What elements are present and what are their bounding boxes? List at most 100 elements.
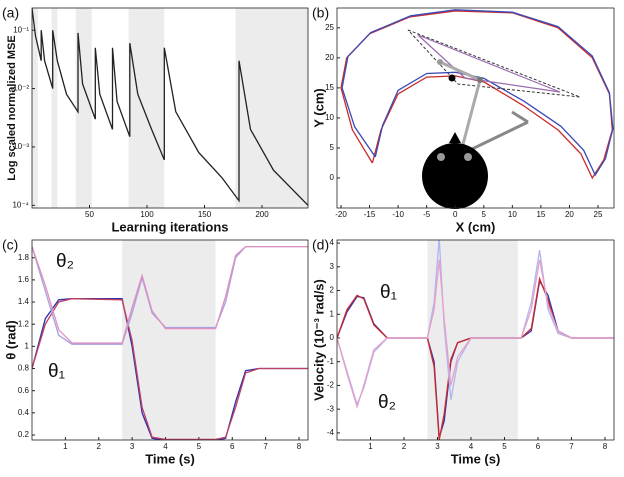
target-triangle	[417, 34, 561, 93]
head	[422, 143, 488, 209]
x-tick-label: 8	[603, 442, 608, 451]
series-name: θ₁	[380, 282, 397, 303]
x-tick-label: 20	[565, 210, 574, 219]
x-tick-label: 6	[536, 442, 541, 451]
arm-illustration	[407, 29, 581, 209]
x-tick-label: -5	[423, 210, 431, 219]
series-line	[337, 259, 614, 410]
series-line	[32, 245, 308, 344]
y-tick-label: 1	[330, 309, 335, 318]
x-tick-label: -10	[392, 210, 404, 219]
y-tick-label: 10	[325, 113, 334, 122]
nose	[449, 132, 461, 143]
plot-frame	[336, 239, 615, 441]
shaded-region	[51, 8, 58, 208]
upper-arm	[469, 120, 529, 152]
plot-lines	[337, 240, 614, 440]
x-axis-label: Time (s)	[451, 451, 501, 466]
x-tick-label: 1	[368, 442, 373, 451]
dashed-triangle	[407, 29, 581, 98]
target-dot	[448, 74, 456, 82]
y-tick-label: -3	[327, 404, 335, 413]
y-tick-label: 1.2	[18, 319, 30, 328]
eye	[464, 153, 472, 161]
x-axis-label: X (cm)	[456, 219, 496, 234]
shaded-region	[32, 8, 38, 208]
x-tick-label: 7	[263, 442, 268, 451]
x-tick-label: 10	[508, 210, 517, 219]
panel-label: (d)	[312, 237, 329, 253]
x-tick-label: 8	[297, 442, 302, 451]
x-tick-label: 4	[163, 442, 168, 451]
x-tick-label: -20	[335, 210, 347, 219]
plot-frame	[336, 7, 615, 209]
y-tick-label: 15	[325, 83, 334, 92]
shaded-region	[128, 8, 165, 208]
x-tick-label: 150	[198, 210, 212, 219]
y-axis-label: Log scaled normalized MSE	[6, 35, 18, 180]
x-tick-label: 2	[402, 442, 407, 451]
upper-arm-2	[460, 79, 482, 149]
x-tick-label: -15	[364, 210, 376, 219]
x-axis-label: Learning iterations	[111, 219, 228, 234]
y-tick-label: -2	[327, 381, 335, 390]
y-tick-label: 0.4	[18, 408, 30, 417]
plot-frame	[31, 7, 309, 209]
series-name: θ₂	[378, 392, 396, 413]
y-tick-label: 0	[330, 173, 335, 182]
x-tick-label: 3	[130, 442, 135, 451]
y-tick-label: -4	[327, 428, 335, 437]
y-tick-label: 0.6	[18, 386, 30, 395]
shaded-region	[122, 240, 216, 440]
joint	[437, 59, 443, 65]
x-tick-label: 100	[140, 210, 154, 219]
forearm-2	[439, 60, 481, 82]
y-tick-label: 25	[325, 23, 334, 32]
forearm	[511, 110, 529, 124]
plot-lines	[32, 8, 308, 206]
x-tick-label: 7	[569, 442, 574, 451]
panel-label: (b)	[312, 5, 329, 21]
x-tick-label: 5	[197, 442, 202, 451]
joint	[477, 77, 483, 83]
panel-label: (a)	[2, 5, 19, 21]
x-tick-label: 0	[453, 210, 458, 219]
y-tick-label: 20	[325, 53, 334, 62]
shaded-region	[235, 8, 308, 208]
x-tick-label: 15	[536, 210, 545, 219]
series-line	[32, 298, 308, 440]
shaded-region	[427, 240, 518, 440]
eye	[437, 153, 445, 161]
x-tick-label: 1	[63, 442, 68, 451]
y-tick-label: -1	[327, 357, 335, 366]
y-tick-label: 10⁻²	[13, 84, 29, 93]
x-tick-label: 6	[230, 442, 235, 451]
y-axis-label: Velocity (10⁻³ rad/s)	[311, 279, 326, 401]
y-tick-label: 0.8	[18, 364, 30, 373]
y-tick-label: 4	[330, 238, 335, 247]
y-tick-label: 1.4	[18, 297, 30, 306]
y-tick-label: 10⁻¹	[13, 25, 29, 34]
series-line	[341, 9, 614, 177]
y-tick-label: 10⁻³	[13, 142, 29, 151]
y-tick-label: 2	[330, 286, 335, 295]
series-line	[32, 8, 308, 206]
x-tick-label: 25	[594, 210, 603, 219]
panel-label: (c)	[2, 237, 18, 253]
series-name: θ₁	[48, 361, 65, 382]
x-tick-label: 5	[482, 210, 487, 219]
series-name: θ₂	[56, 251, 74, 272]
x-tick-label: 50	[85, 210, 94, 219]
y-tick-label: 5	[330, 143, 335, 152]
x-tick-label: 4	[469, 442, 474, 451]
x-tick-label: 2	[97, 442, 102, 451]
y-tick-label: 3	[330, 262, 335, 271]
y-tick-label: 1	[25, 341, 30, 350]
y-tick-label: 1.8	[18, 253, 30, 262]
y-tick-label: 10⁻⁴	[12, 200, 29, 209]
series-line	[32, 298, 308, 440]
x-tick-label: 5	[502, 442, 507, 451]
plot-frame	[31, 239, 309, 441]
x-tick-label: 200	[255, 210, 269, 219]
